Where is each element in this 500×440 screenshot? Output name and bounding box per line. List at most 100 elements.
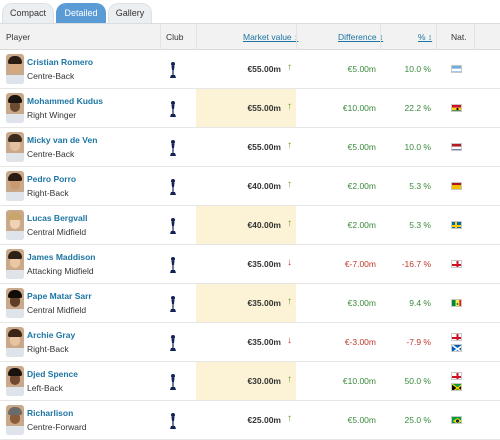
tab-compact[interactable]: Compact — [2, 3, 54, 23]
nationality-flags — [451, 50, 463, 88]
flag-jamaica-icon — [451, 383, 462, 391]
avatar-hair — [8, 290, 22, 298]
club-crest-icon[interactable] — [168, 412, 178, 430]
arrow-up-icon: ↑ — [287, 296, 292, 307]
player-name-link[interactable]: Pedro Porro — [27, 174, 77, 184]
player-avatar[interactable] — [6, 171, 24, 201]
market-value[interactable]: €55.00m — [247, 142, 281, 152]
club-crest-icon[interactable] — [168, 178, 178, 196]
avatar-face — [10, 295, 20, 307]
table-row: Djed Spence Left-Back €30.00m ↑ €10.00m 50.0 … — [0, 362, 500, 401]
value-percent: 22.2 % — [404, 103, 431, 113]
club-crest-icon[interactable] — [168, 256, 178, 274]
market-value[interactable]: €55.00m — [247, 64, 281, 74]
player-avatar[interactable] — [6, 327, 24, 357]
market-value-cell: €55.00m ↑ — [196, 50, 296, 88]
market-value-cell: €55.00m ↑ — [196, 128, 296, 166]
market-value[interactable]: €25.00m — [247, 415, 281, 425]
value-percent: 9.4 % — [409, 298, 431, 308]
value-difference: €10.00m — [342, 103, 376, 113]
market-value[interactable]: €40.00m — [247, 220, 281, 230]
avatar-face — [10, 373, 20, 385]
player-avatar[interactable] — [6, 210, 24, 240]
value-difference: €5.00m — [347, 142, 376, 152]
arrow-up-icon: ↑ — [287, 374, 292, 385]
table-row: Pape Matar Sarr Central Midfield €35.00m ↑ €… — [0, 284, 500, 323]
tab-divider — [0, 23, 500, 24]
market-value-cell: €25.00m ↑ — [196, 401, 296, 439]
player-name-link[interactable]: Mohammed Kudus — [27, 96, 104, 106]
market-value[interactable]: €40.00m — [247, 181, 281, 191]
value-difference: €3.00m — [347, 298, 376, 308]
player-avatar[interactable] — [6, 249, 24, 279]
table-row: Cristian Romero Centre-Back €55.00m ↑ €5.00m… — [0, 50, 500, 89]
avatar-hair — [8, 173, 22, 181]
player-position: Left-Back — [27, 383, 63, 393]
value-difference: €5.00m — [347, 415, 376, 425]
column-player: Player — [6, 32, 31, 42]
avatar-face — [10, 334, 20, 346]
avatar-face — [10, 139, 20, 151]
column-nationality: Nat. — [451, 32, 467, 42]
arrow-up-icon: ↑ — [287, 140, 292, 151]
arrow-up-icon: ↑ — [287, 62, 292, 73]
arrow-up-icon: ↑ — [287, 218, 292, 229]
nationality-flags — [451, 128, 463, 166]
market-value[interactable]: €30.00m — [247, 376, 281, 386]
sort-difference[interactable]: Difference ↕ — [338, 32, 384, 42]
avatar-shirt — [6, 75, 24, 84]
nationality-flags — [451, 323, 463, 361]
player-avatar[interactable] — [6, 132, 24, 162]
player-name-link[interactable]: Richarlison — [27, 408, 74, 418]
player-name-link[interactable]: Lucas Bergvall — [27, 213, 88, 223]
avatar-hair — [8, 329, 22, 337]
tab-detailed[interactable]: Detailed — [56, 3, 106, 23]
player-avatar[interactable] — [6, 288, 24, 318]
avatar-face — [10, 217, 20, 229]
player-avatar[interactable] — [6, 93, 24, 123]
market-value-cell: €35.00m ↓ — [196, 323, 296, 361]
club-crest-icon[interactable] — [168, 139, 178, 157]
player-position: Centre-Back — [27, 71, 75, 81]
club-crest-icon[interactable] — [168, 217, 178, 235]
flag-brazil-icon — [451, 416, 462, 424]
club-crest-icon[interactable] — [168, 334, 178, 352]
club-crest-icon[interactable] — [168, 373, 178, 391]
flag-scotland-icon — [451, 344, 462, 352]
table-row: Archie Gray Right-Back €35.00m ↓ €-3.00m -7.9… — [0, 323, 500, 362]
market-value[interactable]: €35.00m — [247, 337, 281, 347]
table-row: Richarlison Centre-Forward €25.00m ↑ €5.00m 2… — [0, 401, 500, 440]
market-value-cell: €35.00m ↑ — [196, 284, 296, 322]
player-avatar[interactable] — [6, 366, 24, 396]
arrow-up-icon: ↑ — [287, 413, 292, 424]
club-crest-icon[interactable] — [168, 100, 178, 118]
avatar-hair — [8, 368, 22, 376]
market-value[interactable]: €35.00m — [247, 298, 281, 308]
player-name-link[interactable]: James Maddison — [27, 252, 96, 262]
sort-percent[interactable]: % ↕ — [418, 32, 433, 42]
club-crest-icon[interactable] — [168, 295, 178, 313]
player-name-link[interactable]: Micky van de Ven — [27, 135, 98, 145]
flag-argentina-icon — [451, 65, 462, 73]
nationality-flags — [451, 362, 463, 400]
player-avatar[interactable] — [6, 54, 24, 84]
avatar-shirt — [6, 231, 24, 240]
club-crest-icon[interactable] — [168, 61, 178, 79]
avatar-hair — [8, 56, 22, 64]
player-name-link[interactable]: Archie Gray — [27, 330, 76, 340]
flag-england-icon — [451, 333, 462, 341]
player-avatar[interactable] — [6, 405, 24, 435]
tab-gallery[interactable]: Gallery — [108, 3, 152, 23]
player-name-link[interactable]: Djed Spence — [27, 369, 79, 379]
avatar-hair — [8, 134, 22, 142]
player-name-link[interactable]: Cristian Romero — [27, 57, 94, 67]
market-value[interactable]: €55.00m — [247, 103, 281, 113]
sort-market-value[interactable]: Market value ↕ — [243, 32, 299, 42]
player-name-link[interactable]: Pape Matar Sarr — [27, 291, 92, 301]
market-value-cell: €35.00m ↓ — [196, 245, 296, 283]
market-value[interactable]: €35.00m — [247, 259, 281, 269]
flag-netherlands-icon — [451, 143, 462, 151]
nationality-flags — [451, 206, 463, 244]
avatar-face — [10, 178, 20, 190]
value-difference: €2.00m — [347, 181, 376, 191]
